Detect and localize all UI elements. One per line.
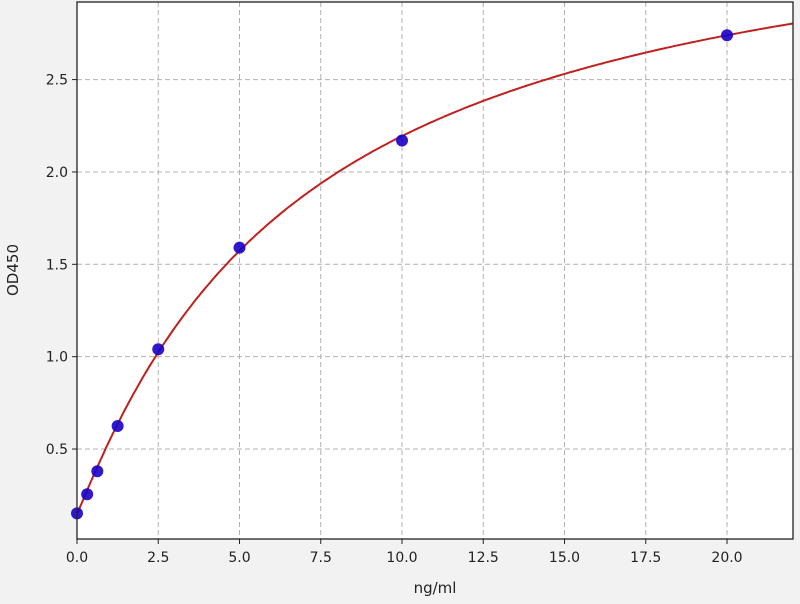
- y-tick-label: 1.0: [46, 350, 68, 366]
- data-point: [111, 419, 124, 432]
- x-axis-label: ng/ml: [414, 579, 457, 597]
- x-tick-label: 2.5: [147, 550, 169, 566]
- y-axis-label: OD450: [4, 244, 22, 296]
- y-tick-label: 2.5: [46, 73, 68, 89]
- data-point: [721, 29, 734, 42]
- plot-frame: [76, 1, 794, 540]
- x-tick-label: 15.0: [549, 550, 580, 566]
- y-tick-label: 0.5: [46, 442, 68, 458]
- x-tick-label: 5.0: [228, 550, 250, 566]
- data-point: [91, 465, 104, 478]
- data-points: [71, 29, 734, 520]
- grid: [77, 2, 793, 539]
- data-point: [152, 343, 165, 356]
- x-tick-label: 17.5: [630, 550, 661, 566]
- y-tick-label: 2.0: [46, 165, 68, 181]
- x-tick-label: 0.0: [66, 550, 88, 566]
- y-tick-label: 1.5: [46, 257, 68, 273]
- x-tick-label: 10.0: [386, 550, 417, 566]
- fit-curve: [76, 22, 794, 515]
- data-point: [396, 134, 409, 147]
- data-point: [233, 241, 246, 254]
- data-point: [81, 488, 94, 501]
- ticks: 0.0 2.5 5.0 7.5 10.0 12.5 15.0 17.5 20.0 0.5 1.0 1.…: [46, 73, 743, 566]
- x-tick-label: 12.5: [468, 550, 499, 566]
- x-tick-label: 7.5: [310, 550, 332, 566]
- x-tick-label: 20.0: [711, 550, 742, 566]
- plot-area: [77, 2, 793, 539]
